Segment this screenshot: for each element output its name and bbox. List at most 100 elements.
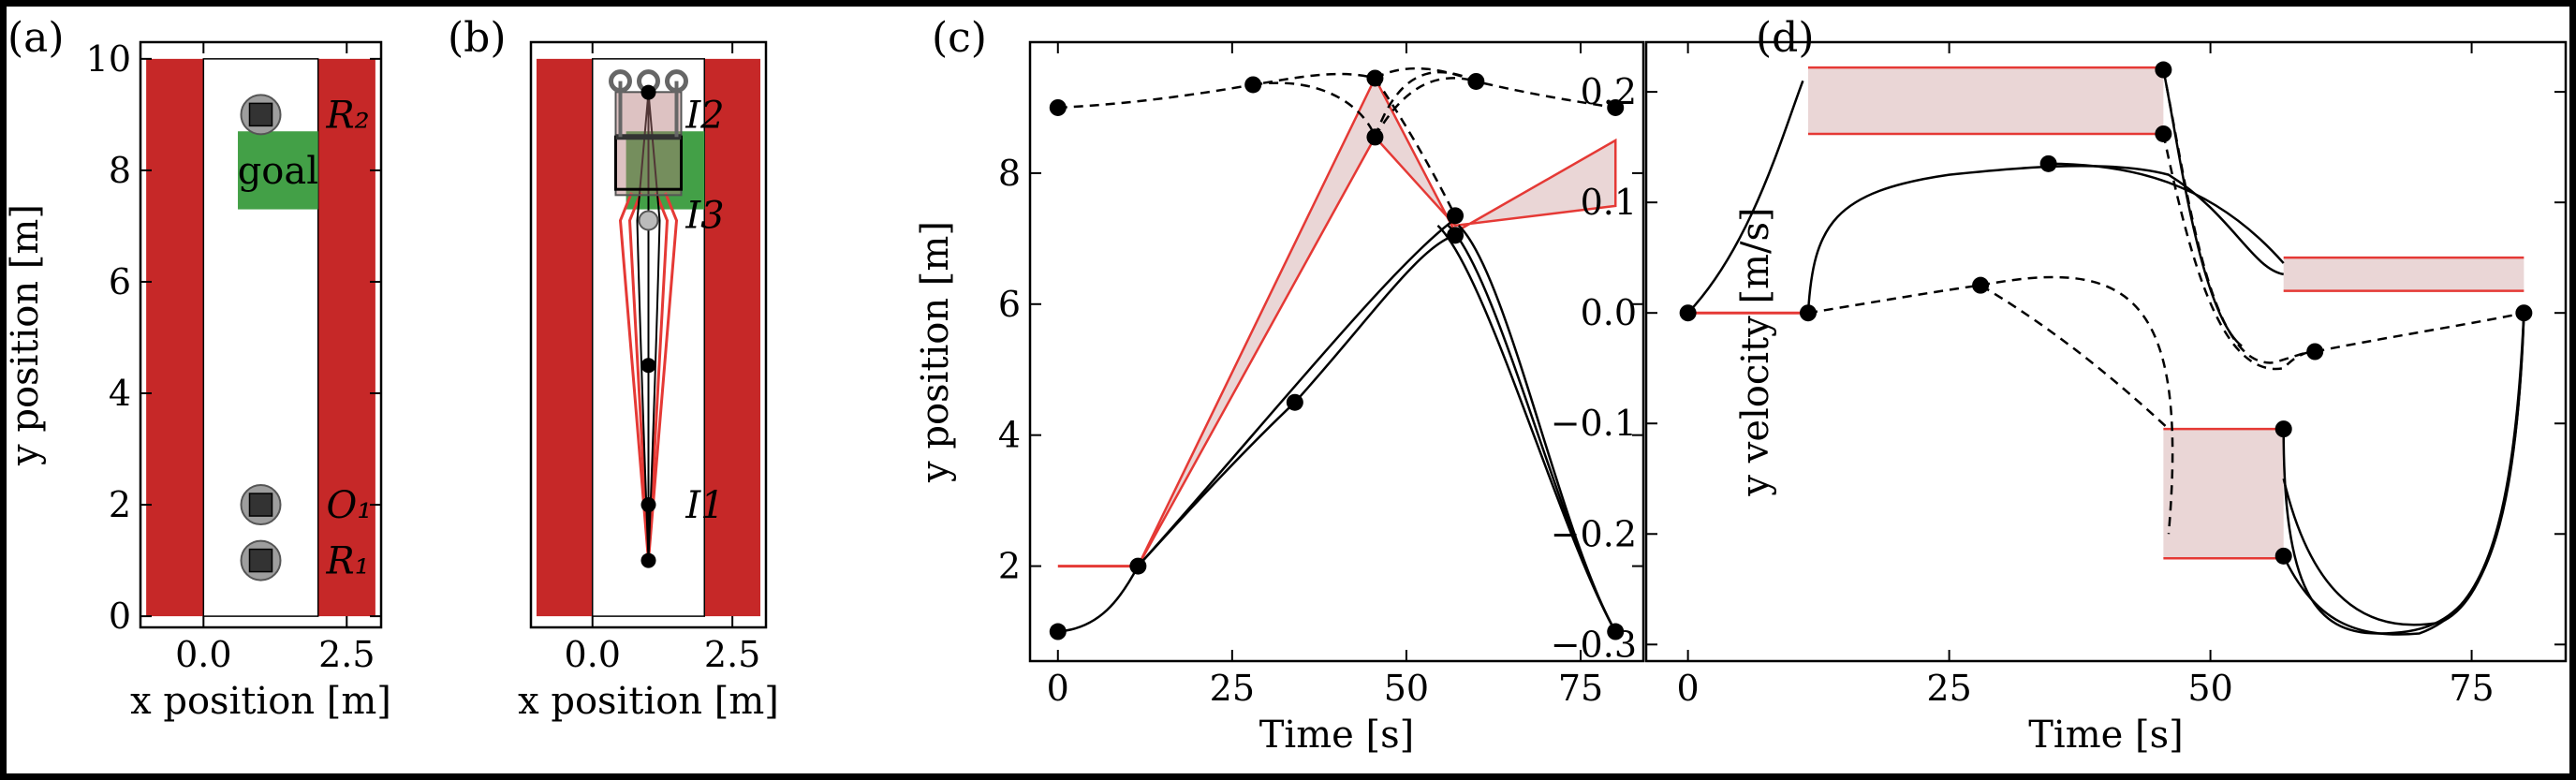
panel-label: (b) (448, 14, 507, 62)
x-tick-label: 2.5 (704, 634, 760, 675)
solid-trajectory (2282, 313, 2525, 635)
dashed-marker (1366, 128, 1384, 146)
path-marker (640, 358, 656, 374)
solid-marker (1049, 623, 1067, 640)
dashed-trajectory (1057, 72, 1376, 110)
corridor-outline (202, 58, 319, 617)
y-axis-label: y position [m] (4, 204, 47, 466)
solid-trajectory (2282, 313, 2525, 636)
solid-marker (1286, 393, 1303, 411)
y-tick-label: 8 (109, 150, 131, 191)
solid-trajectory (1806, 165, 2284, 314)
feasible-band (1807, 67, 2164, 134)
dashed-marker (1244, 76, 1262, 94)
x-axis-label: Time [s] (2028, 714, 2184, 757)
object-label: O₁ (327, 484, 373, 527)
x-tick-label: 25 (1210, 668, 1255, 709)
x-tick-label: 75 (1558, 668, 1603, 709)
y-tick-label: 6 (109, 261, 131, 302)
x-tick-label: 0 (1677, 668, 1700, 709)
solid-marker (2039, 155, 2057, 172)
dashed-trajectory (1374, 77, 1477, 139)
dashed-marker (1972, 276, 1990, 294)
wall (317, 58, 375, 617)
solid-trajectory (2282, 313, 2525, 626)
red-funnel-line (647, 192, 679, 561)
solid-marker (2274, 547, 2292, 565)
robot-2-body (248, 548, 273, 573)
robot-1-body (248, 493, 273, 517)
feasible-band (2283, 258, 2524, 291)
dashed-trajectory (1807, 284, 2170, 431)
path-marker (640, 84, 656, 100)
y-tick-label: 10 (86, 38, 131, 80)
x-tick-label: 75 (2449, 668, 2494, 709)
y-tick-label: 0.0 (1581, 292, 1637, 333)
y-tick-label: 2 (998, 546, 1021, 587)
y-tick-label: 2 (109, 484, 131, 525)
robot-marker (638, 210, 659, 231)
wall (146, 58, 204, 617)
feasible-band (2163, 429, 2284, 559)
solid-trajectory (1686, 80, 1804, 315)
path-marker (640, 497, 656, 513)
y-tick-label: −0.2 (1551, 513, 1637, 554)
y-axis-label: y position [m] (914, 221, 957, 483)
corridor-outline (591, 58, 706, 617)
solid-marker (1447, 227, 1465, 244)
y-tick-label: 6 (998, 284, 1021, 325)
panel-label: (a) (7, 14, 65, 62)
plot-area (146, 58, 375, 617)
robot-footprint (614, 91, 683, 197)
y-tick-label: 0.1 (1581, 182, 1637, 223)
robot-0-body (248, 102, 273, 127)
dashed-marker (1607, 98, 1625, 116)
dashed-trajectory (1253, 70, 1616, 141)
path-marker (640, 552, 656, 568)
x-axis-label: x position [m] (130, 680, 391, 723)
x-axis-label: Time [s] (1259, 714, 1415, 757)
y-tick-label: 0 (109, 596, 131, 637)
interval-label: I1 (684, 484, 724, 527)
solid-marker (1607, 623, 1625, 640)
red-funnel-line (618, 192, 650, 561)
dashed-marker (1447, 207, 1465, 225)
dashed-marker (1049, 98, 1067, 116)
goal-region (238, 131, 318, 210)
y-tick-label: 0.2 (1581, 71, 1637, 112)
feasible-band (1137, 75, 1617, 567)
y-tick-label: 4 (109, 373, 131, 414)
x-tick-label: 0.0 (175, 634, 231, 675)
x-axis-label: x position [m] (518, 680, 779, 723)
dashed-trajectory (2162, 69, 2316, 364)
y-tick-label: −0.3 (1551, 624, 1637, 665)
x-tick-label: 0.0 (565, 634, 621, 675)
red-funnel-line (627, 192, 650, 561)
solid-marker (1679, 304, 1697, 322)
object-label: R₂ (326, 94, 370, 137)
dashed-marker (1366, 69, 1384, 87)
y-tick-label: −0.1 (1551, 403, 1637, 444)
solid-trajectory (1137, 217, 1456, 567)
x-tick-label: 2.5 (318, 634, 375, 675)
solid-marker (2155, 61, 2172, 79)
solid-marker (1799, 304, 1817, 322)
solid-marker (2155, 125, 2172, 142)
dashed-trajectory (1374, 66, 1477, 83)
dashed-trajectory (1374, 77, 1457, 216)
x-tick-label: 0 (1047, 668, 1069, 709)
dashed-trajectory (2314, 311, 2524, 353)
solid-marker (2274, 420, 2292, 438)
y-tick-label: 4 (998, 415, 1021, 456)
panel-label: (d) (1756, 14, 1815, 62)
y-axis-label: y velocity [m/s] (1734, 207, 1777, 496)
wall (704, 58, 761, 617)
plot-frame (1028, 40, 1645, 663)
solid-marker (1129, 557, 1147, 575)
dashed-marker (1467, 72, 1485, 90)
plot-frame (529, 40, 768, 629)
solid-trajectory (1057, 234, 1456, 633)
solid-trajectory (2048, 162, 2285, 264)
goal-label: goal (238, 150, 318, 193)
y-tick-label: 8 (998, 153, 1021, 194)
